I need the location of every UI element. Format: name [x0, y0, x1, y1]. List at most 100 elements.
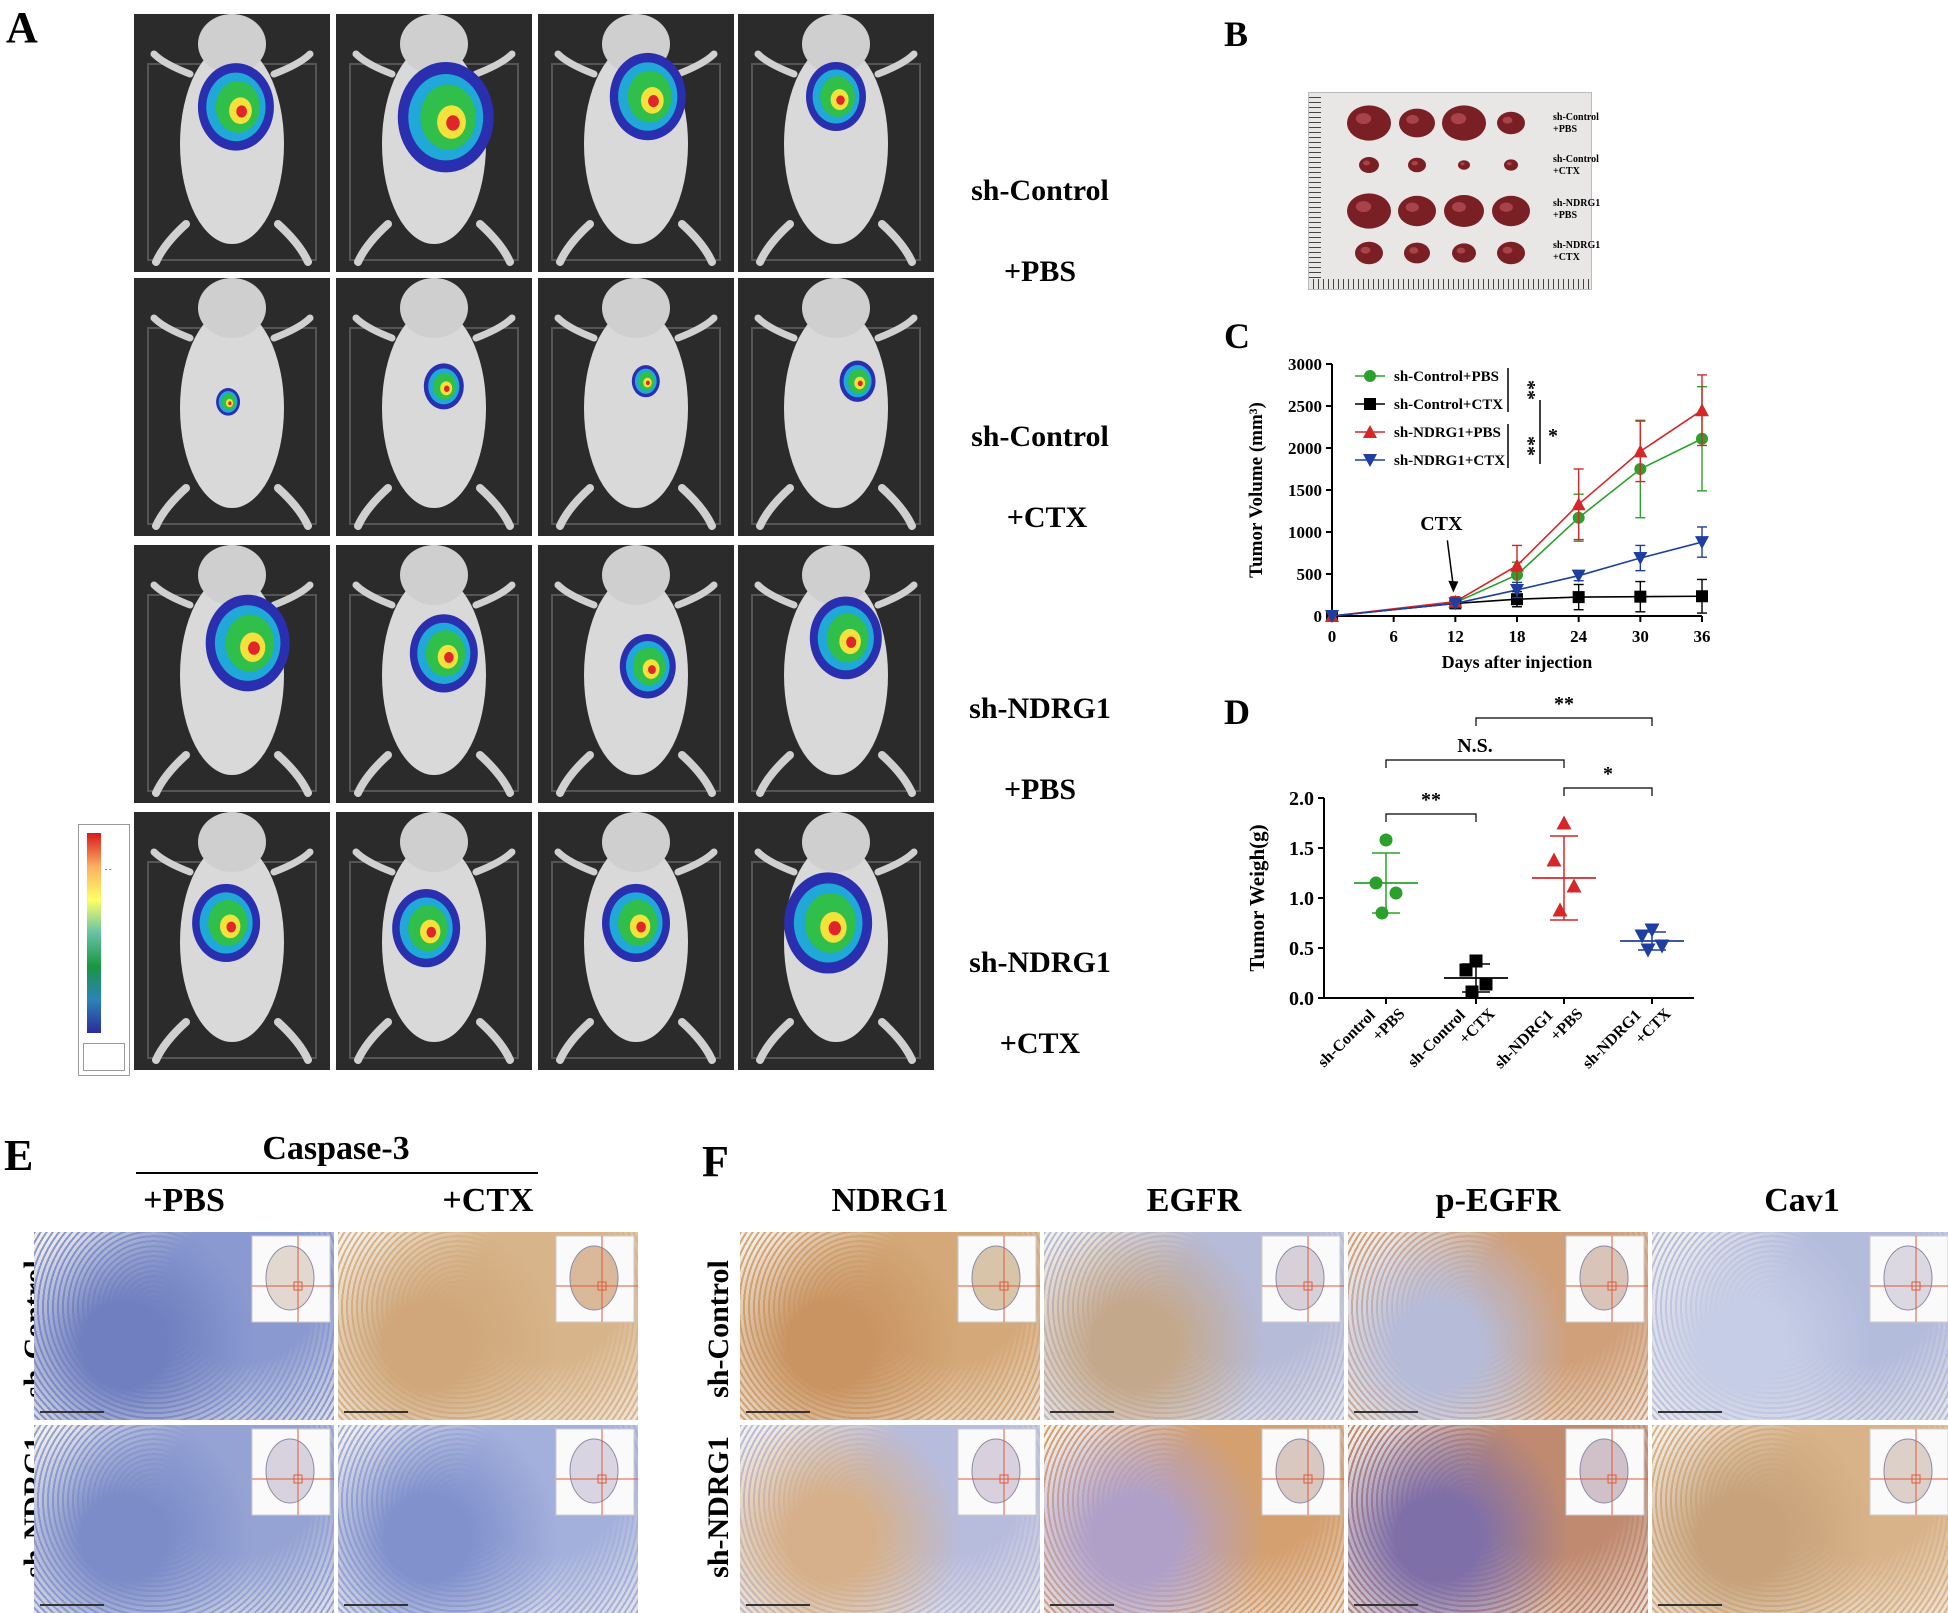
- mouse-head: [400, 14, 468, 74]
- ihc-overlay: [1658, 1428, 1948, 1606]
- mouse-svg: [147, 278, 317, 530]
- thumbnail-marker: [1303, 1281, 1313, 1291]
- mouse-legs: [556, 484, 716, 530]
- sig-bracket-2: **: [1507, 424, 1539, 468]
- ihc-image: [338, 1425, 638, 1613]
- data-point: [1465, 985, 1479, 999]
- tumor-highlight: [1506, 161, 1512, 166]
- panel-f-col-pegfr: p-EGFR: [1435, 1182, 1561, 1219]
- data-point: [1479, 977, 1493, 991]
- group-label-3-line1: sh-NDRG1: [969, 691, 1111, 725]
- ihc-image: [740, 1232, 1040, 1420]
- tumor-specimen: [1404, 242, 1430, 264]
- mouse-head: [198, 278, 266, 338]
- mouse-arms: [554, 848, 718, 876]
- ihc-image: [1652, 1425, 1948, 1613]
- x-tick-label-line: sh-NDRG1: [1491, 1007, 1556, 1072]
- sig-bracket-1: **: [1507, 368, 1539, 412]
- panel-f-col-cav1: Cav1: [1764, 1182, 1840, 1219]
- data-point: [1364, 370, 1376, 382]
- mouse-svg: [147, 812, 317, 1064]
- mouse-image: [336, 278, 532, 536]
- sig-line: [1385, 813, 1477, 822]
- thumbnail-section: [1275, 1245, 1325, 1311]
- data-point: [1556, 815, 1572, 830]
- data-point: [1654, 939, 1670, 954]
- signal-peak: [426, 926, 437, 938]
- x-axis-label: Days after injection: [1442, 652, 1593, 672]
- data-point: [1364, 398, 1376, 410]
- data-point: [1375, 906, 1389, 920]
- group-2: [1532, 815, 1596, 921]
- mouse-svg: [349, 14, 519, 266]
- x-tick-label: 12: [1447, 627, 1464, 646]
- series-3: [1325, 526, 1709, 623]
- mouse-arms: [754, 848, 918, 876]
- tumor-highlight: [1499, 202, 1513, 212]
- mouse-legs: [152, 751, 312, 797]
- data-point: [1325, 610, 1339, 623]
- ihc-overlay: [344, 1428, 638, 1606]
- ihc-image: [1348, 1232, 1648, 1420]
- tumor-highlight: [1405, 202, 1419, 212]
- mouse-svg: [551, 278, 721, 530]
- panel-letter-e: E: [4, 1131, 34, 1180]
- mouse-svg: [551, 812, 721, 1064]
- thumbnail-marker: [597, 1474, 607, 1484]
- thumbnail-marker: [1303, 1474, 1313, 1484]
- panel-letter-d: D: [1224, 692, 1250, 732]
- mouse-head: [602, 278, 670, 338]
- sig-label: **: [1517, 380, 1539, 400]
- mouse-body: [754, 278, 918, 530]
- data-point: [1572, 591, 1585, 604]
- data-point: [1510, 558, 1524, 572]
- tumor-specimen: [1399, 108, 1435, 138]
- legend: sh-Control+PBS sh-Control+CTX sh-NDRG1+PBS…: [1355, 369, 1505, 469]
- legend-label: sh-NDRG1+PBS: [1394, 425, 1501, 441]
- y-tick-label: 2500: [1288, 397, 1322, 416]
- y-tick-label: 0.0: [1289, 988, 1314, 1010]
- mouse-image: [134, 278, 330, 536]
- ihc-image: [1044, 1232, 1344, 1420]
- mouse-arms: [352, 848, 516, 876]
- panel-letter-f: F: [702, 1137, 729, 1186]
- mouse-arms: [554, 581, 718, 609]
- y-tick-label: 3000: [1288, 355, 1322, 374]
- thumbnail-section: [265, 1245, 315, 1311]
- mouse-svg: [147, 545, 317, 797]
- data-point: [1448, 597, 1463, 611]
- thumbnail-marker: [999, 1474, 1009, 1484]
- thumbnail-section: [569, 1245, 619, 1311]
- thumbnail-section: [1579, 1438, 1629, 1504]
- mouse-svg: [349, 812, 519, 1064]
- mouse-legs: [354, 1018, 514, 1064]
- photo-label-3-line2: +PBS: [1553, 209, 1578, 221]
- mouse-image: [134, 812, 330, 1070]
- tumor-specimen: [1492, 195, 1530, 227]
- mouse-legs: [756, 751, 916, 797]
- sig-line: [1385, 759, 1565, 768]
- data-point: [1571, 569, 1586, 583]
- tumor-specimen: [1355, 241, 1383, 265]
- signal-peak: [857, 380, 863, 387]
- signal-peak: [228, 401, 232, 406]
- mouse-arms: [150, 314, 314, 342]
- photo-label-2: sh-Control +CTX: [1553, 154, 1599, 177]
- y-tick-label: 1.0: [1289, 888, 1314, 910]
- tumor-highlight: [1411, 160, 1418, 166]
- ctx-arrow-head: [1448, 580, 1459, 593]
- x-tick-label: 18: [1509, 627, 1526, 646]
- mouse-head: [802, 278, 870, 338]
- group-label-4-line2: +CTX: [999, 1026, 1081, 1060]
- data-point: [1369, 876, 1383, 890]
- mouse-svg: [147, 14, 317, 266]
- y-tick-label: 2000: [1288, 439, 1322, 458]
- sig-bracket-4: **: [1475, 693, 1653, 726]
- tumor-highlight: [1502, 116, 1513, 124]
- data-point: [1546, 852, 1562, 867]
- tumor-specimen: [1452, 243, 1476, 263]
- group-label-3-line2: +PBS: [1003, 772, 1077, 806]
- x-tick-label: sh-Control+PBS: [1315, 1005, 1409, 1070]
- group-label-2-line2: +CTX: [1006, 500, 1088, 534]
- group-label-2: sh-Control +CTX: [950, 376, 1130, 579]
